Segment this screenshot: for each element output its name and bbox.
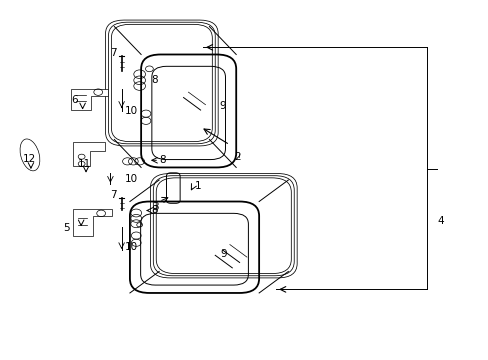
Polygon shape <box>71 89 108 110</box>
Text: 9: 9 <box>220 248 227 258</box>
Text: 2: 2 <box>233 152 240 162</box>
Polygon shape <box>73 142 104 166</box>
Text: 10: 10 <box>124 106 138 116</box>
Text: 8: 8 <box>159 155 165 165</box>
Text: 3: 3 <box>152 202 159 212</box>
Text: 6: 6 <box>71 95 78 105</box>
Text: 10: 10 <box>124 242 138 252</box>
Text: 12: 12 <box>22 154 36 164</box>
Text: 7: 7 <box>110 190 117 200</box>
Text: 10: 10 <box>124 174 138 184</box>
Polygon shape <box>73 209 112 235</box>
Text: 1: 1 <box>194 181 201 191</box>
Ellipse shape <box>20 139 40 171</box>
Text: 4: 4 <box>436 216 443 226</box>
Text: 9: 9 <box>219 102 225 112</box>
Text: 7: 7 <box>110 48 117 58</box>
Text: 5: 5 <box>63 224 70 233</box>
Text: 8: 8 <box>151 75 157 85</box>
Text: 8: 8 <box>151 206 157 216</box>
Text: 11: 11 <box>78 159 91 169</box>
